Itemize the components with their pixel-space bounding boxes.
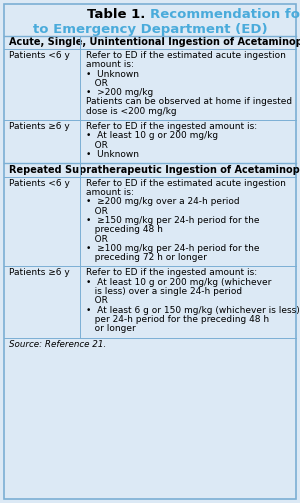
Text: •  At least 10 g or 200 mg/kg (whichever: • At least 10 g or 200 mg/kg (whichever — [86, 278, 272, 287]
Text: Table 1.: Table 1. — [87, 8, 150, 21]
Text: •  At least 6 g or 150 mg/kg (whichever is less): • At least 6 g or 150 mg/kg (whichever i… — [86, 306, 300, 315]
Text: or longer: or longer — [86, 324, 136, 333]
Text: •  Unknown: • Unknown — [86, 69, 139, 78]
Text: Refer to ED if the ingested amount is:: Refer to ED if the ingested amount is: — [86, 122, 257, 131]
Text: Recommendation for Referral: Recommendation for Referral — [150, 8, 300, 21]
Text: Patients <6 y: Patients <6 y — [9, 179, 70, 188]
Text: Source: Reference 21.: Source: Reference 21. — [9, 340, 106, 349]
Text: Acute, Single, Unintentional Ingestion of Acetaminophen: Acute, Single, Unintentional Ingestion o… — [9, 37, 300, 47]
Text: Refer to ED if the estimated acute ingestion: Refer to ED if the estimated acute inges… — [86, 179, 286, 188]
Text: Patients <6 y: Patients <6 y — [9, 51, 70, 60]
Text: OR: OR — [86, 79, 108, 88]
Text: amount is:: amount is: — [86, 188, 134, 197]
Text: •  ≥200 mg/kg over a 24-h period: • ≥200 mg/kg over a 24-h period — [86, 197, 240, 206]
Text: Patients ≥6 y: Patients ≥6 y — [9, 122, 70, 131]
Text: dose is <200 mg/kg: dose is <200 mg/kg — [86, 107, 177, 116]
Text: per 24-h period for the preceding 48 h: per 24-h period for the preceding 48 h — [86, 315, 269, 324]
Text: •  Unknown: • Unknown — [86, 150, 139, 159]
Text: OR: OR — [86, 234, 108, 243]
Text: Refer to ED if the estimated acute ingestion: Refer to ED if the estimated acute inges… — [86, 51, 286, 60]
Text: OR: OR — [86, 296, 108, 305]
Text: amount is:: amount is: — [86, 60, 134, 69]
Text: •  ≥150 mg/kg per 24-h period for the: • ≥150 mg/kg per 24-h period for the — [86, 216, 260, 225]
Text: to Emergency Department (ED): to Emergency Department (ED) — [33, 23, 267, 36]
Text: OR: OR — [86, 207, 108, 216]
Text: is less) over a single 24-h period: is less) over a single 24-h period — [86, 287, 242, 296]
Text: OR: OR — [86, 141, 108, 150]
Text: preceding 48 h: preceding 48 h — [86, 225, 163, 234]
Text: Patients can be observed at home if ingested: Patients can be observed at home if inge… — [86, 98, 292, 107]
Text: Repeated Supratherapeutic Ingestion of Acetaminophen: Repeated Supratherapeutic Ingestion of A… — [9, 165, 300, 175]
Text: •  At least 10 g or 200 mg/kg: • At least 10 g or 200 mg/kg — [86, 131, 218, 140]
Text: preceding 72 h or longer: preceding 72 h or longer — [86, 253, 207, 262]
Text: Patients ≥6 y: Patients ≥6 y — [9, 269, 70, 278]
Text: Refer to ED if the ingested amount is:: Refer to ED if the ingested amount is: — [86, 269, 257, 278]
Text: •  >200 mg/kg: • >200 mg/kg — [86, 88, 153, 97]
Text: •  ≥100 mg/kg per 24-h period for the: • ≥100 mg/kg per 24-h period for the — [86, 244, 260, 253]
